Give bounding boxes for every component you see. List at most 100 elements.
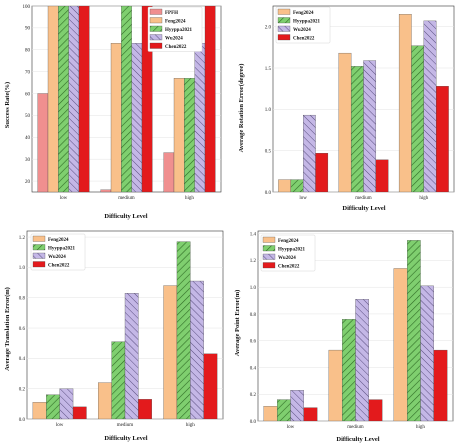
bar-fpfh-low — [37, 93, 49, 192]
bar-feng2024-medium — [98, 382, 112, 419]
x-tick-label: medium — [117, 423, 133, 428]
x-tick-label: high — [185, 196, 194, 201]
legend-label-feng2024: Feng2024 — [165, 19, 186, 24]
bar-wu2024-high — [194, 43, 206, 192]
x-tick-label: medium — [355, 196, 371, 201]
bar-feng2024-medium — [338, 52, 352, 192]
y-tick-label: 0.0 — [250, 420, 257, 425]
legend-label-wu2024: Wu2024 — [48, 255, 66, 260]
bar-hyyppa2021-low — [58, 6, 69, 192]
y-tick-label: 60 — [25, 92, 31, 97]
bar-wu2024-medium — [124, 293, 139, 419]
bar-chen2022-medium — [375, 159, 389, 192]
legend: Feng2024 Hyyppa2021 Wu2024 Chen2022 — [30, 233, 86, 271]
x-axis-label: Difficulty Level — [104, 435, 147, 442]
y-tick-label: 20 — [25, 180, 31, 185]
y-tick-label: 90 — [25, 27, 31, 32]
x-tick-label: low — [56, 423, 64, 428]
y-tick-label: 0.4 — [19, 357, 26, 362]
bar-wu2024-low — [68, 6, 80, 192]
bar-hyyppa2021-medium — [111, 341, 126, 419]
y-tick-label: 1.0 — [265, 108, 272, 113]
bar-hyyppa2021-low — [277, 399, 291, 421]
legend-label-hyyppa2021: Hyyppa2021 — [293, 19, 320, 24]
bar-feng2024-high — [163, 285, 178, 419]
legend: Feng2024 Hyyppa2021 Wu2024 Chen2022 — [275, 6, 331, 44]
y-tick-label: 2.0 — [265, 25, 272, 30]
y-tick-label: 1.0 — [19, 266, 26, 271]
bar-feng2024-high — [398, 14, 412, 192]
legend-label-feng2024: Feng2024 — [293, 11, 314, 16]
bar-wu2024-high — [423, 20, 437, 192]
bar-wu2024-high — [420, 285, 434, 421]
legend-label-chen2022: Chen2022 — [278, 264, 300, 269]
legend-label-fpfh: FPFH — [165, 11, 178, 16]
y-tick-label: 0.5 — [265, 149, 272, 154]
legend: Feng2024 Hyyppa2021 Wu2024 Chen2022 — [260, 234, 316, 272]
y-tick-label: 30 — [25, 158, 31, 163]
x-axis-label: Difficulty Level — [104, 213, 147, 220]
bar-wu2024-low — [59, 388, 74, 419]
y-tick-label: 0.8 — [19, 297, 26, 302]
legend-swatch-chen2022 — [149, 42, 163, 49]
y-axis-label: Average Translation Error(m) — [4, 287, 11, 371]
legend-swatch-hyyppa2021 — [149, 25, 163, 32]
bar-hyyppa2021-high — [407, 240, 421, 421]
legend-swatch-feng2024 — [277, 8, 291, 15]
y-tick-label: 0.2 — [19, 387, 26, 392]
bar-feng2024-low — [263, 406, 278, 421]
x-tick-label: medium — [118, 196, 134, 201]
legend-swatch-feng2024 — [262, 236, 276, 243]
legend-label-wu2024: Wu2024 — [165, 36, 183, 41]
legend-label-hyyppa2021: Hyyppa2021 — [165, 28, 192, 33]
y-tick-label: 0.6 — [19, 327, 26, 332]
bar-chen2022-high — [436, 86, 449, 192]
legend-label-chen2022: Chen2022 — [48, 263, 70, 268]
bar-hyyppa2021-high — [411, 45, 424, 192]
bar-chen2022-medium — [368, 399, 383, 421]
legend-label-wu2024: Wu2024 — [278, 256, 296, 261]
bar-wu2024-medium — [355, 299, 369, 421]
bar-feng2024-medium — [328, 349, 343, 421]
legend-label-chen2022: Chen2022 — [165, 45, 187, 50]
legend: FPFH Feng2024 Hyyppa2021 Wu2024 Chen2022 — [147, 6, 203, 52]
bar-chen2022-medium — [141, 6, 153, 192]
bar-hyyppa2021-low — [46, 394, 60, 419]
legend-swatch-hyyppa2021 — [262, 245, 276, 252]
legend-label-hyyppa2021: Hyyppa2021 — [278, 247, 305, 252]
y-tick-label: 100 — [23, 5, 31, 10]
legend-swatch-wu2024 — [277, 25, 291, 32]
bar-feng2024-low — [278, 179, 291, 192]
bar-chen2022-low — [303, 407, 318, 421]
x-tick-label: low — [60, 196, 68, 201]
bar-chen2022-low — [315, 152, 329, 192]
bar-feng2024-high — [173, 78, 185, 192]
success-rate-chart: Success Rate(%) Difficulty Level 20 30 40 5… — [4, 5, 222, 220]
y-tick-label: 0.4 — [250, 366, 257, 371]
x-tick-label: high — [186, 423, 195, 428]
legend-swatch-chen2022 — [262, 262, 276, 269]
point-error-chart: Average Point Error(m) Difficulty Level … — [234, 230, 454, 443]
legend-label-chen2022: Chen2022 — [293, 36, 315, 41]
y-axis-label: Success Rate(%) — [4, 82, 11, 128]
bar-hyyppa2021-low — [290, 179, 304, 192]
y-tick-label: 1.0 — [250, 286, 257, 291]
bar-hyyppa2021-medium — [121, 6, 132, 192]
bar-hyyppa2021-medium — [342, 319, 356, 421]
bar-feng2024-low — [32, 402, 47, 419]
y-tick-label: 70 — [25, 70, 31, 75]
x-tick-label: high — [419, 196, 428, 201]
y-tick-label: 0.2 — [250, 393, 257, 398]
y-tick-label: 0.6 — [250, 340, 257, 345]
legend-swatch-chen2022 — [277, 34, 291, 41]
x-tick-label: low — [287, 425, 295, 430]
bar-chen2022-high — [204, 6, 216, 192]
bar-feng2024-high — [393, 268, 408, 421]
x-axis-label: Difficulty Level — [336, 436, 379, 443]
x-axis-label: Difficulty Level — [342, 205, 385, 212]
translation-error-chart: Average Translation Error(m) Difficulty … — [4, 230, 224, 442]
bar-chen2022-low — [78, 6, 90, 192]
y-axis-label: Average Point Error(m) — [234, 290, 241, 357]
y-tick-label: 0.8 — [250, 313, 257, 318]
rotation-error-chart: Average Rotation Error(degree) Difficult… — [238, 5, 455, 212]
